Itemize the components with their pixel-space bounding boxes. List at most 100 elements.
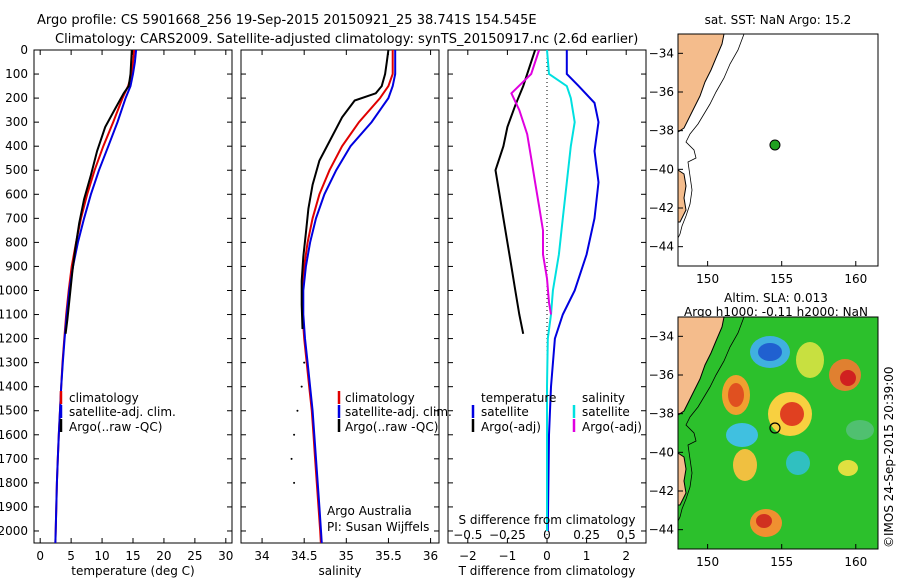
temperature-panel: 0100200300400500600700800900100011001200… [0,43,233,578]
sla-map: Altim. SLA: 0.013 Argo h1000: -0.11 h200… [649,291,879,569]
x-tick-label: 5 [67,549,75,563]
salinity-xlabel: salinity [318,564,361,578]
data-point [293,481,296,484]
lat-tick-label: −40 [649,445,674,459]
legend-argo: Argo(..raw -QC) [69,420,162,434]
x-tick-label: 30 [218,549,233,563]
lat-tick-label: −44 [649,523,674,537]
s-tick-label: 0.5 [617,528,636,542]
lat-tick-label: −42 [649,201,674,215]
lon-tick-label: 150 [696,272,719,286]
sst-map-ticks: 150 155 160 −34 −36 −38 −40 −42 −44 [649,46,868,286]
temperature-frame [33,49,233,544]
depth-tick-label: 1400 [0,380,28,394]
lat-tick-label: −34 [649,46,674,60]
s-tick-label: 0.25 [573,528,600,542]
depth-tick-label: 1200 [0,332,28,346]
x-tick-label: 15 [125,549,140,563]
lat-tick-label: −38 [649,124,674,138]
lon-tick-label: 155 [770,272,793,286]
s-difference-xlabel: S difference from climatology [459,513,636,527]
x-tick-label: 35 [339,549,354,563]
x-tick-label: 10 [94,549,109,563]
legend-t-argo: Argo(-adj) [481,420,541,434]
temperature-lines [54,50,138,543]
s-tick-label: −0.25 [489,528,526,542]
x-tick-label: −1 [499,549,517,563]
temperature-xlabel: temperature (deg C) [71,564,194,578]
lon-tick-label: 160 [844,555,867,569]
sla-map-frame [677,316,879,550]
sla-high-core [780,402,804,426]
data-point [300,385,303,388]
lat-tick-label: −42 [649,484,674,498]
sst-land [678,34,725,133]
sla-map-title1: Altim. SLA: 0.013 [724,291,828,305]
sla-high-core [728,383,744,407]
t-difference-xlabel: T difference from climatology [458,564,636,578]
temperature-xticks: 0 5 10 15 20 25 30 [34,49,233,563]
salinity-xticks: 34 34.5 35 35.5 36 [241,49,439,563]
series-line-T-satellite [546,50,600,532]
legend-s-argo: Argo(-adj) [582,420,642,434]
depth-tick-label: 1300 [0,356,28,370]
watermark: ©IMOS 24-Sep-2015 20:39:00 [882,366,896,548]
sla-map-ticks: 150 155 160 −34 −36 −38 −40 −42 −44 [649,329,868,569]
x-tick-label: 0 [36,549,44,563]
salinity-frame [240,49,440,544]
series-line-S-argo [510,50,552,315]
sla-argo-marker [769,422,781,434]
sla-low-blob [726,423,758,447]
depth-tick-label: 900 [5,259,28,273]
sla-high-core [756,514,772,528]
header-line1: Argo profile: CS 5901668_256 19-Sep-2015… [37,13,537,28]
depth-tick-label: 100 [5,67,28,81]
lon-tick-label: 150 [696,555,719,569]
s-tick-label: −0.5 [453,528,482,542]
depth-tick-label: 400 [5,139,28,153]
difference-lines [494,50,600,532]
x-tick-label: 36 [423,549,438,563]
series-line-climatology [54,50,136,543]
lat-tick-label: −36 [649,85,674,99]
series-line-argo [300,50,390,330]
lat-tick-label: −34 [649,329,674,343]
x-tick-label: 0 [543,549,551,563]
legend-s-title: salinity [582,391,625,405]
legend-t-title: temperature [481,391,556,405]
sla-shelf-contour [678,317,745,522]
sla-low-blob [786,451,810,475]
sst-map-title: sat. SST: NaN Argo: 15.2 [705,13,852,27]
difference-legend: temperature satellite Argo(-adj) salinit… [471,391,642,434]
credit-pi: PI: Susan Wijffels [327,520,429,534]
data-point [303,361,306,364]
depth-tick-label: 700 [5,211,28,225]
legend-climatology: climatology [69,391,139,405]
x-tick-label: 25 [187,549,202,563]
lon-tick-label: 155 [770,555,793,569]
sla-high-blob [796,342,824,378]
sla-field-blobs [722,336,874,537]
legend-argo: Argo(..raw -QC) [345,420,438,434]
x-tick-label: 35.5 [375,549,402,563]
x-tick-label: 1 [583,549,591,563]
x-tick-label: 34.5 [291,549,318,563]
x-tick-label: 20 [156,549,171,563]
x-tick-label: 2 [622,549,630,563]
salinity-legend: climatology satellite-adj. clim. Argo(..… [337,391,452,434]
depth-tick-label: 1000 [0,283,28,297]
depth-tick-label: 2000 [0,524,28,538]
depth-tick-label: 500 [5,163,28,177]
sst-map: sat. SST: NaN Argo: 15.2 150 155 160 −34 −36… [649,13,879,286]
sla-high-blob [838,460,858,476]
lon-tick-label: 160 [844,272,867,286]
depth-tick-label: 300 [5,115,28,129]
depth-tick-label: 1100 [0,308,28,322]
depth-tick-label: 200 [5,91,28,105]
sla-neutral-blob [846,420,874,440]
salinity-panel: 34 34.5 35 35.5 36 salinity climatology sate… [240,49,452,578]
lat-tick-label: −36 [649,368,674,382]
lat-tick-label: −44 [649,240,674,254]
